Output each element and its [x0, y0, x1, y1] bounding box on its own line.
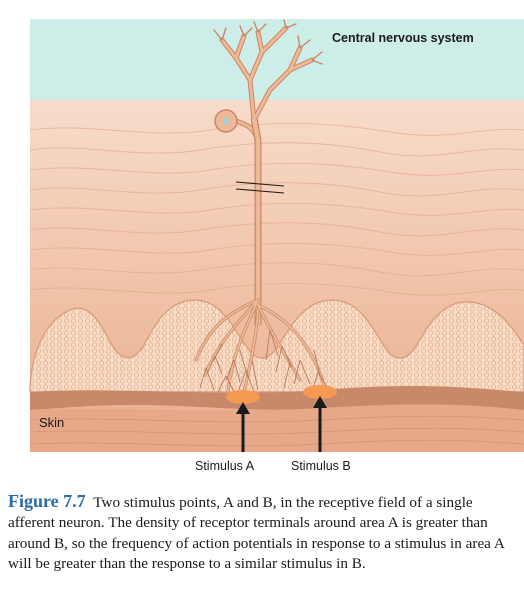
dermis-texture [29, 122, 524, 296]
stimulus-b-arrow [313, 396, 327, 452]
cns-label: Central nervous system [332, 31, 474, 45]
receptor-terminals-fill [195, 299, 326, 393]
caption-text: Two stimulus points, A and B, in the rec… [8, 494, 505, 572]
stimulus-b-label: Stimulus B [291, 459, 351, 473]
axon-break-mark [235, 181, 285, 194]
stimulus-a-arrow [236, 402, 250, 452]
epidermis-papillae [29, 299, 524, 393]
stimulus-b-spot [303, 385, 337, 399]
neuron-cns-dendrites-fill [220, 26, 314, 122]
receptive-field-diagram [29, 19, 524, 452]
skin-label: Skin [39, 415, 65, 430]
fine-terminal-branches [199, 329, 331, 393]
neuron-fine-branches [213, 19, 323, 65]
stimulus-a-spot [226, 390, 260, 404]
epidermis-band [30, 386, 524, 410]
skin-surface-texture [29, 415, 524, 447]
figure-caption: Figure 7.7 Two stimulus points, A and B,… [8, 491, 516, 574]
figure-number: Figure 7.7 [8, 491, 86, 511]
nucleus [222, 117, 230, 125]
axon [251, 117, 261, 325]
stimulus-a-label: Stimulus A [195, 459, 255, 473]
